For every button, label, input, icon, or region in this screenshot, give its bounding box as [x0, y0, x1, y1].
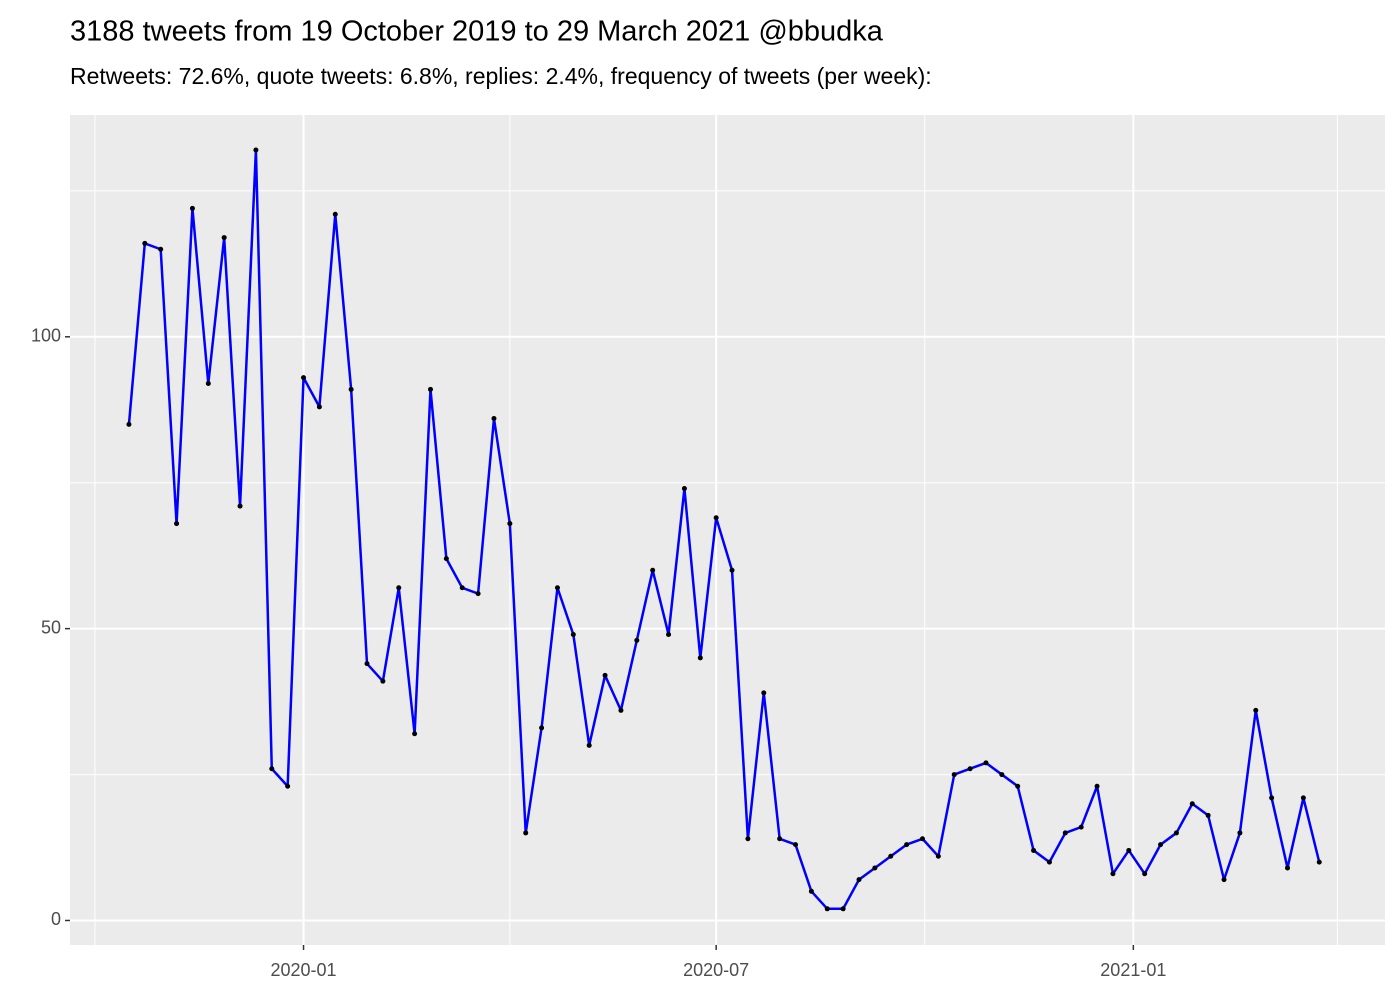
point — [1078, 824, 1084, 830]
point — [888, 853, 894, 859]
point — [1189, 801, 1195, 807]
x-tick-label: 2020-01 — [270, 960, 336, 980]
point — [332, 211, 338, 217]
chart-subtitle: Retweets: 72.6%, quote tweets: 6.8%, rep… — [70, 63, 932, 89]
point — [666, 631, 672, 637]
point — [539, 725, 545, 731]
point — [713, 515, 719, 521]
point — [1237, 830, 1243, 836]
point — [824, 906, 830, 912]
point — [904, 842, 910, 848]
point — [856, 877, 862, 883]
point — [491, 416, 497, 422]
point — [1062, 830, 1068, 836]
point — [919, 836, 925, 842]
point — [158, 246, 164, 252]
series-line — [127, 148, 1321, 911]
point — [745, 836, 751, 842]
point — [570, 631, 576, 637]
point — [1031, 847, 1037, 853]
x-tick-label: 2021-01 — [1100, 960, 1166, 980]
point — [650, 567, 656, 573]
point — [237, 503, 243, 509]
point — [618, 707, 624, 713]
point — [761, 690, 767, 696]
point — [189, 205, 195, 211]
point — [602, 672, 608, 678]
point — [967, 766, 973, 772]
panel — [70, 115, 1385, 945]
point — [729, 567, 735, 573]
point — [475, 591, 481, 597]
point — [316, 404, 322, 410]
point — [380, 678, 386, 684]
point — [983, 760, 989, 766]
point — [142, 240, 148, 246]
point — [126, 421, 132, 427]
point — [459, 585, 465, 591]
point — [1253, 707, 1259, 713]
point — [1205, 812, 1211, 818]
point — [301, 375, 307, 381]
point — [1221, 877, 1227, 883]
point — [1126, 847, 1132, 853]
point — [697, 655, 703, 661]
point — [1015, 783, 1021, 789]
x-tick-label: 2020-07 — [683, 960, 749, 980]
point — [1316, 859, 1322, 865]
point — [1046, 859, 1052, 865]
point — [777, 836, 783, 842]
point — [269, 766, 275, 772]
point — [1110, 871, 1116, 877]
point — [554, 585, 560, 591]
point — [348, 386, 354, 392]
point — [364, 661, 370, 667]
y-tick-label: 0 — [51, 909, 61, 929]
point — [634, 637, 640, 643]
point — [1094, 783, 1100, 789]
chart-title: 3188 tweets from 19 October 2019 to 29 M… — [70, 16, 884, 48]
point — [808, 888, 814, 894]
point — [396, 585, 402, 591]
point — [443, 556, 449, 562]
point — [999, 772, 1005, 778]
point — [253, 147, 259, 153]
point — [427, 386, 433, 392]
point — [681, 486, 687, 492]
point — [1173, 830, 1179, 836]
point — [174, 521, 180, 527]
y-tick-label: 100 — [31, 326, 61, 346]
point — [586, 742, 592, 748]
point — [523, 830, 529, 836]
point — [872, 865, 878, 871]
point — [935, 853, 941, 859]
point — [1142, 871, 1148, 877]
point — [1285, 865, 1291, 871]
point — [285, 783, 291, 789]
point — [205, 380, 211, 386]
point — [1300, 795, 1306, 801]
point — [412, 731, 418, 737]
point — [221, 235, 227, 241]
point — [1158, 842, 1164, 848]
point — [507, 521, 513, 527]
y-tick-label: 50 — [41, 617, 61, 637]
point — [951, 772, 957, 778]
point — [1269, 795, 1275, 801]
point — [793, 842, 799, 848]
point — [840, 906, 846, 912]
